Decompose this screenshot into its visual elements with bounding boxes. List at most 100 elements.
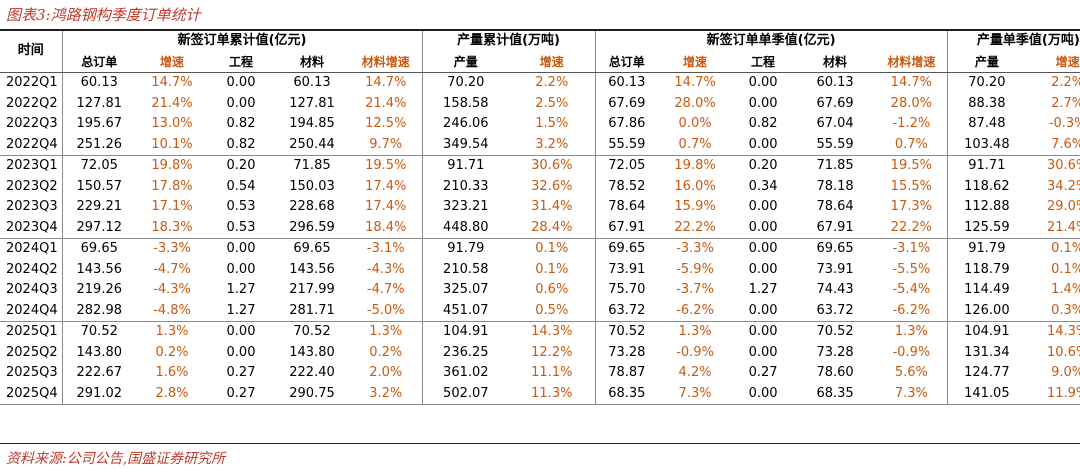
bottom-rule bbox=[0, 443, 1080, 444]
table-cell: 0.00 bbox=[226, 344, 256, 360]
table-cell: 67.69 bbox=[594, 93, 659, 114]
table-cell: 0.00 bbox=[732, 134, 795, 156]
table-cell: 71.85 bbox=[816, 158, 854, 173]
table-cell: 195.67 bbox=[61, 114, 136, 135]
table-cell: 0.00 bbox=[226, 261, 256, 277]
table-cell: 55.59 bbox=[794, 134, 877, 156]
table-cell: 2.5% bbox=[535, 95, 569, 111]
table-cell: 0.00 bbox=[748, 95, 778, 111]
table-cell: 7.3% bbox=[658, 383, 733, 405]
table-row: 2025Q3 222.67 1.6% 0.27 222.40 2.0% 361.02 11.1… bbox=[0, 363, 1080, 384]
table-cell: -5.4% bbox=[892, 282, 931, 297]
table-cell: 14.7% bbox=[674, 75, 716, 90]
table-cell: 229.21 bbox=[61, 197, 136, 218]
table-cell: -4.7% bbox=[153, 261, 191, 277]
table-cell: 19.8% bbox=[674, 158, 716, 173]
time-header: 时间 bbox=[0, 31, 62, 73]
table-cell: -4.8% bbox=[136, 300, 208, 322]
table-cell: 451.07 bbox=[421, 300, 510, 322]
table-cell: 251.26 bbox=[61, 134, 136, 156]
sub-header-materials: 材料 bbox=[794, 51, 877, 73]
table-cell: 34.2% bbox=[1046, 178, 1080, 194]
table-cell: 219.26 bbox=[61, 280, 136, 301]
table-cell: -4.3% bbox=[366, 261, 405, 277]
sub-header-materials-growth: 材料增速 bbox=[350, 51, 423, 73]
table-cell: 9.7% bbox=[350, 134, 423, 156]
sub-header-engineering: 工程 bbox=[732, 51, 795, 73]
table-cell: 112.88 bbox=[946, 197, 1027, 218]
table-cell: 75.70 bbox=[594, 280, 659, 301]
table-cell: 78.64 bbox=[594, 197, 659, 218]
table-cell: -1.2% bbox=[892, 116, 931, 131]
table-cell: 222.67 bbox=[61, 363, 136, 384]
table-row: 2022Q2 127.81 21.4% 0.00 127.81 21.4% 158.58 2.… bbox=[0, 93, 1080, 114]
table-cell: 0.82 bbox=[748, 116, 778, 131]
table-cell: 0.00 bbox=[226, 95, 256, 111]
table-cell: 1.3% bbox=[678, 324, 712, 339]
table-cell: 2.2% bbox=[1051, 75, 1080, 90]
table-cell: 0.53 bbox=[226, 199, 256, 214]
table-cell: 150.57 bbox=[61, 176, 136, 197]
table-cell: 127.81 bbox=[61, 93, 136, 114]
row-label: 2022Q4 bbox=[0, 134, 62, 156]
table-cell: 143.56 bbox=[289, 261, 335, 277]
row-label: 2023Q1 bbox=[6, 158, 58, 173]
table-cell: 158.58 bbox=[421, 93, 510, 114]
table-cell: 30.6% bbox=[1046, 158, 1080, 173]
table-cell: 217.99 bbox=[289, 282, 335, 297]
table-cell: 118.62 bbox=[946, 176, 1027, 197]
table-row: 2025Q2 143.80 0.2% 0.00 143.80 0.2% 236.25 12.2… bbox=[0, 342, 1080, 363]
table-cell: 67.86 bbox=[594, 114, 659, 135]
table-cell: 14.3% bbox=[1046, 324, 1080, 339]
table-cell: 0.7% bbox=[876, 134, 948, 156]
table-cell: 1.27 bbox=[748, 282, 778, 297]
row-label: 2025Q1 bbox=[6, 324, 58, 339]
table-cell: 124.77 bbox=[946, 363, 1027, 384]
table-cell: -0.9% bbox=[676, 344, 714, 360]
table-cell: 78.87 bbox=[594, 363, 659, 384]
table-cell: 297.12 bbox=[61, 217, 136, 239]
sub-header-growth: 增速 bbox=[136, 51, 208, 73]
table-cell: 19.5% bbox=[365, 158, 407, 173]
table-cell: -3.1% bbox=[366, 241, 405, 256]
table-cell: 70.20 bbox=[946, 72, 1027, 94]
table-cell: 502.07 bbox=[421, 383, 510, 405]
table-cell: 5.6% bbox=[894, 365, 928, 380]
table-row: 2023Q2 150.57 17.8% 0.54 150.03 17.4% 210.33 32… bbox=[0, 176, 1080, 197]
table-cell: 14.7% bbox=[365, 75, 407, 90]
table-cell: 114.49 bbox=[946, 280, 1027, 301]
table-cell: 0.27 bbox=[208, 383, 274, 405]
table-cell: 2.7% bbox=[1051, 95, 1080, 111]
table-cell: 290.75 bbox=[274, 383, 350, 405]
table-cell: 361.02 bbox=[421, 363, 510, 384]
table-cell: 7.3% bbox=[876, 383, 948, 405]
table-cell: 63.72 bbox=[594, 300, 659, 322]
order-statistics-table: 时间 新签订单累计值(亿元) 产量累计值(万吨) 新签订单单季值(亿元) 产量单… bbox=[0, 31, 1080, 405]
table-cell: 0.1% bbox=[535, 241, 569, 256]
table-cell: 17.1% bbox=[151, 199, 193, 214]
table-cell: 60.13 bbox=[816, 75, 854, 90]
row-label: 2025Q2 bbox=[6, 344, 58, 360]
top-rule bbox=[0, 29, 1080, 31]
table-cell: 73.91 bbox=[594, 259, 659, 280]
table-cell: 68.35 bbox=[794, 383, 877, 405]
table-cell: 0.00 bbox=[226, 241, 256, 256]
group-header-cumulative-orders: 新签订单累计值(亿元) bbox=[61, 31, 423, 52]
table-cell: 250.44 bbox=[274, 134, 350, 156]
table-cell: 228.68 bbox=[289, 199, 335, 214]
table-cell: 448.80 bbox=[421, 217, 510, 239]
table-cell: 0.1% bbox=[535, 261, 569, 277]
table-cell: 70.52 bbox=[816, 324, 854, 339]
table-row: 2024Q1 69.65 -3.3% 0.00 69.65 -3.1% 91.79 0.1% 6… bbox=[0, 238, 1080, 260]
sub-header-row: 总订单 增速 工程 材料 材料增速 产量 增速 总订单 增速 工程 材料 材料增速 产量 增速 bbox=[0, 51, 1080, 73]
sub-header-growth: 增速 bbox=[509, 51, 596, 73]
table-cell: 28.0% bbox=[674, 95, 716, 111]
table-cell: 17.4% bbox=[365, 178, 407, 194]
table-cell: 323.21 bbox=[421, 197, 510, 218]
table-row: 2025Q4 291.02 2.8% 0.27 290.75 3.2% 502.07 11.3… bbox=[0, 383, 1080, 405]
row-label: 2023Q4 bbox=[0, 217, 62, 239]
table-cell: 143.80 bbox=[289, 344, 335, 360]
table-cell: 0.00 bbox=[226, 75, 256, 90]
table-cell: 29.0% bbox=[1046, 199, 1080, 214]
row-label: 2022Q1 bbox=[6, 75, 58, 90]
